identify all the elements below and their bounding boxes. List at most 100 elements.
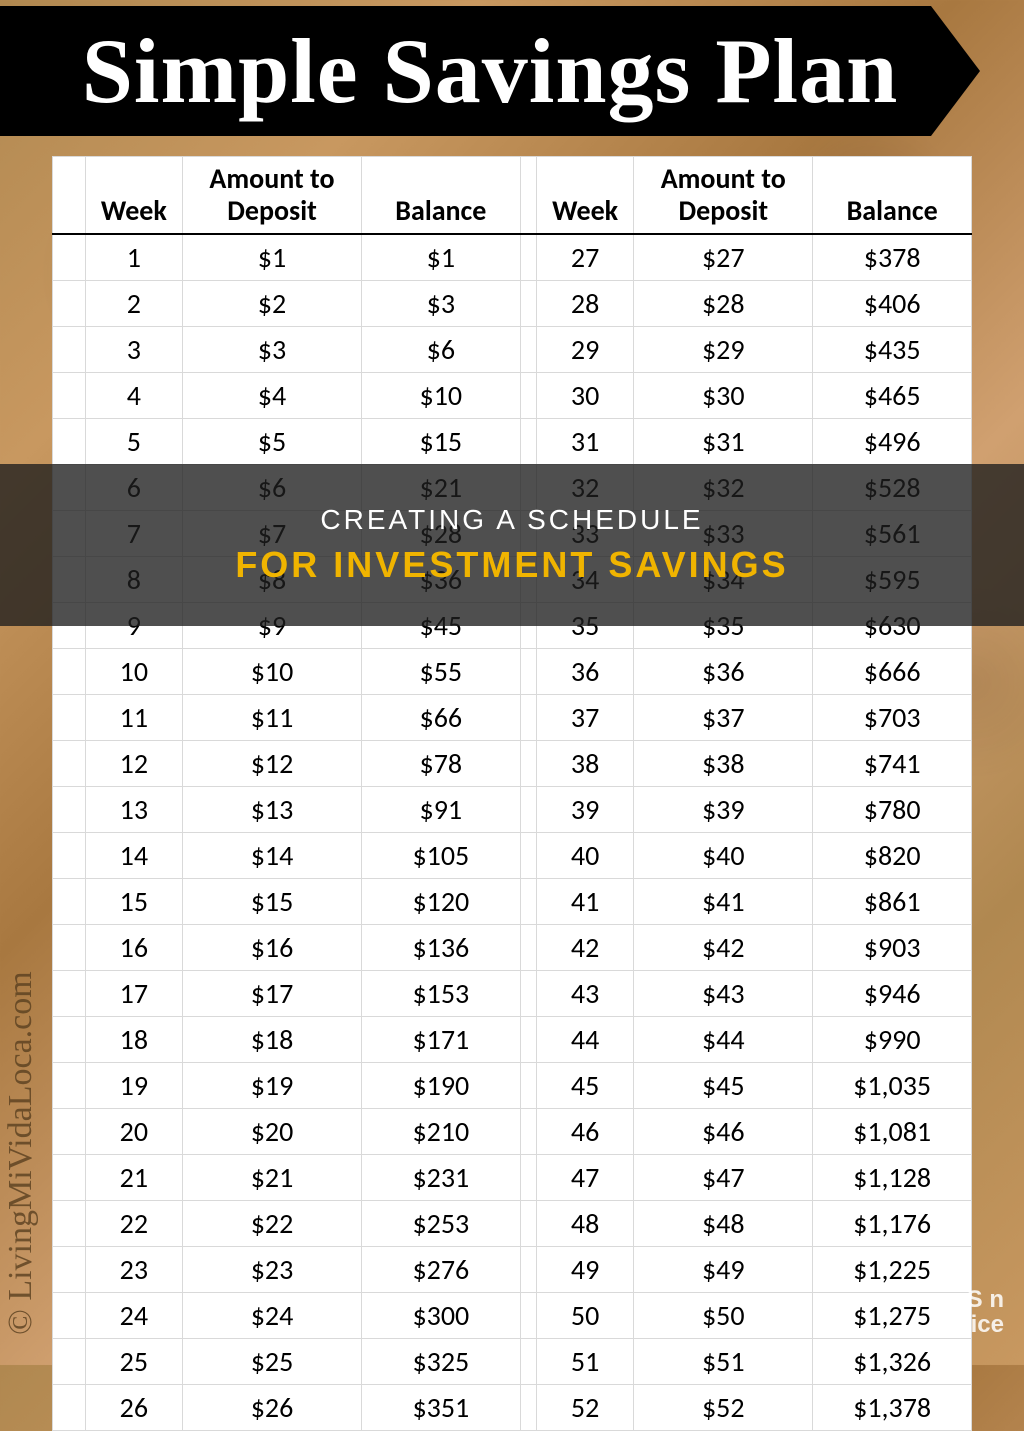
cell-balance: $1: [362, 234, 521, 281]
cell-deposit: $15: [182, 879, 361, 925]
cell-week: 49: [537, 1247, 634, 1293]
cell-gap: [520, 1109, 536, 1155]
cell-week: 17: [85, 971, 182, 1017]
cell-gap: [520, 1293, 536, 1339]
cell-deposit: $29: [634, 327, 813, 373]
cell-week: 4: [85, 373, 182, 419]
cell-week: 5: [85, 419, 182, 465]
table-row: 14$14$10540$40$820: [53, 833, 972, 879]
table-row: 20$20$21046$46$1,081: [53, 1109, 972, 1155]
cell-spacer: [53, 971, 86, 1017]
cell-week: 27: [537, 234, 634, 281]
page-title: Simple Savings Plan: [82, 18, 899, 124]
cell-balance: $276: [362, 1247, 521, 1293]
cell-deposit: $45: [634, 1063, 813, 1109]
cell-deposit: $31: [634, 419, 813, 465]
cell-deposit: $22: [182, 1201, 361, 1247]
table-row: 22$22$25348$48$1,176: [53, 1201, 972, 1247]
cell-spacer: [53, 234, 86, 281]
cell-spacer: [53, 1017, 86, 1063]
cell-spacer: [53, 281, 86, 327]
cell-spacer: [53, 1063, 86, 1109]
header-spacer: [53, 157, 86, 235]
cell-week: 37: [537, 695, 634, 741]
cell-deposit: $24: [182, 1293, 361, 1339]
cell-gap: [520, 1339, 536, 1385]
cell-balance: $231: [362, 1155, 521, 1201]
cell-week: 11: [85, 695, 182, 741]
cell-week: 47: [537, 1155, 634, 1201]
title-banner: Simple Savings Plan: [0, 6, 980, 136]
cell-balance: $666: [813, 649, 972, 695]
cell-deposit: $18: [182, 1017, 361, 1063]
cell-gap: [520, 741, 536, 787]
cell-deposit: $44: [634, 1017, 813, 1063]
cell-deposit: $28: [634, 281, 813, 327]
cell-deposit: $27: [634, 234, 813, 281]
cell-spacer: [53, 879, 86, 925]
cell-deposit: $43: [634, 971, 813, 1017]
cell-spacer: [53, 787, 86, 833]
cell-deposit: $23: [182, 1247, 361, 1293]
cell-balance: $378: [813, 234, 972, 281]
cell-gap: [520, 1063, 536, 1109]
cell-week: 26: [85, 1385, 182, 1431]
cell-balance: $6: [362, 327, 521, 373]
cell-deposit: $3: [182, 327, 361, 373]
cell-gap: [520, 787, 536, 833]
cell-deposit: $50: [634, 1293, 813, 1339]
cell-balance: $66: [362, 695, 521, 741]
cell-week: 15: [85, 879, 182, 925]
cell-spacer: [53, 1109, 86, 1155]
header-week-right: Week: [537, 157, 634, 235]
cell-spacer: [53, 1339, 86, 1385]
cell-spacer: [53, 1201, 86, 1247]
cell-spacer: [53, 1247, 86, 1293]
cell-week: 24: [85, 1293, 182, 1339]
cell-balance: $1,326: [813, 1339, 972, 1385]
overlay-banner: CREATING A SCHEDULE FOR INVESTMENT SAVIN…: [0, 464, 1024, 626]
cell-spacer: [53, 327, 86, 373]
cell-week: 31: [537, 419, 634, 465]
cell-balance: $78: [362, 741, 521, 787]
cell-gap: [520, 373, 536, 419]
cell-balance: $1,176: [813, 1201, 972, 1247]
cell-week: 46: [537, 1109, 634, 1155]
cell-spacer: [53, 419, 86, 465]
header-balance-right: Balance: [813, 157, 972, 235]
table-row: 10$10$5536$36$666: [53, 649, 972, 695]
cell-deposit: $21: [182, 1155, 361, 1201]
cell-balance: $861: [813, 879, 972, 925]
cell-balance: $1,275: [813, 1293, 972, 1339]
table-row: 2$2$328$28$406: [53, 281, 972, 327]
cell-week: 52: [537, 1385, 634, 1431]
cell-balance: $703: [813, 695, 972, 741]
cell-week: 44: [537, 1017, 634, 1063]
cell-deposit: $52: [634, 1385, 813, 1431]
cell-week: 23: [85, 1247, 182, 1293]
cell-balance: $351: [362, 1385, 521, 1431]
cell-balance: $253: [362, 1201, 521, 1247]
cell-week: 42: [537, 925, 634, 971]
cell-balance: $1,378: [813, 1385, 972, 1431]
table-body: 1$1$127$27$3782$2$328$28$4063$3$629$29$4…: [53, 234, 972, 1431]
cell-balance: $1,128: [813, 1155, 972, 1201]
cell-deposit: $40: [634, 833, 813, 879]
cell-gap: [520, 925, 536, 971]
table-row: 24$24$30050$50$1,275: [53, 1293, 972, 1339]
cell-balance: $325: [362, 1339, 521, 1385]
cell-gap: [520, 833, 536, 879]
cell-spacer: [53, 695, 86, 741]
cell-gap: [520, 281, 536, 327]
cell-gap: [520, 649, 536, 695]
cell-gap: [520, 1385, 536, 1431]
cell-gap: [520, 1201, 536, 1247]
cell-week: 39: [537, 787, 634, 833]
cell-gap: [520, 327, 536, 373]
cell-gap: [520, 234, 536, 281]
cell-week: 51: [537, 1339, 634, 1385]
cell-gap: [520, 1247, 536, 1293]
cell-spacer: [53, 649, 86, 695]
cell-balance: $1,035: [813, 1063, 972, 1109]
cell-deposit: $38: [634, 741, 813, 787]
